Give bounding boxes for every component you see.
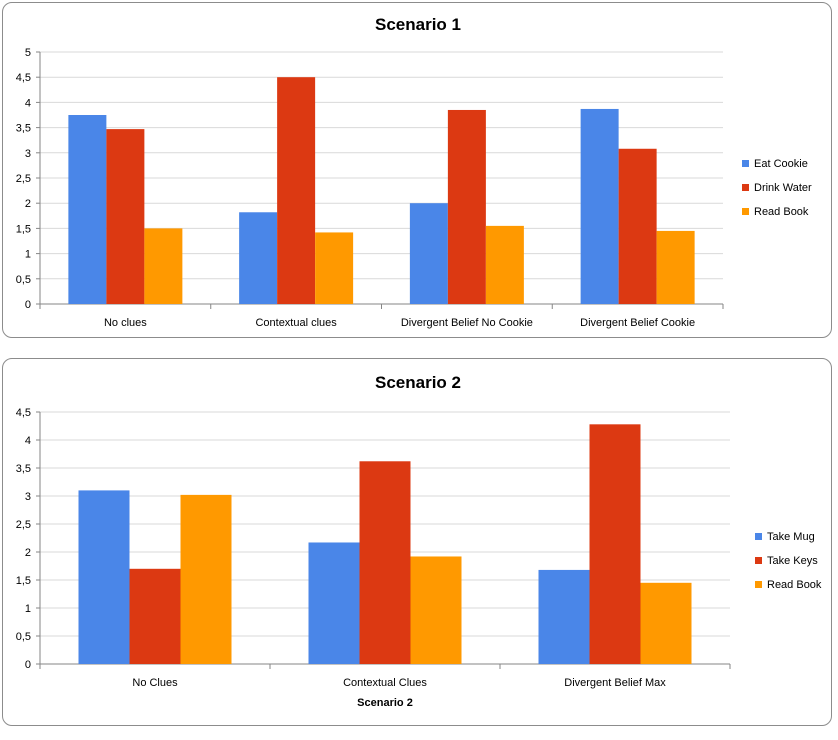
legend-label-read-book: Read Book (767, 579, 822, 591)
category-label: Divergent Belief Max (564, 677, 666, 689)
y-tick-label: 4 (25, 435, 31, 447)
bar-drink-water-contextual-clues (277, 77, 316, 304)
bar-take-keys-no-clues (129, 568, 181, 664)
bar-read-book-divergent-belief-no-cookie (485, 225, 524, 304)
y-tick-label: 1 (25, 603, 31, 615)
chart-svg-scenario-1: Scenario 1 0 0,5 1 1,5 2 2,5 3 3,5 4 4,5 5 No clues C… (16, 15, 812, 329)
category-label: Divergent Belief No Cookie (401, 317, 533, 329)
y-tick-label: 3,5 (16, 123, 31, 135)
y-tick-label: 4 (25, 97, 31, 109)
legend-swatch-eat-cookie (742, 160, 749, 167)
category-label: No clues (104, 317, 147, 329)
bar-eat-cookie-contextual-clues (239, 212, 278, 304)
y-tick-label: 1 (25, 249, 31, 261)
legend-label-take-mug: Take Mug (767, 531, 815, 543)
chart-panel-scenario-1: Scenario 1 0 0,5 1 1,5 2 2,5 3 3,5 4 4,5 5 No clues C… (2, 2, 832, 338)
bar-read-book-no-clues (180, 494, 232, 664)
bar-read-book-contextual-clues (410, 556, 462, 664)
y-tick-label: 0 (25, 299, 31, 311)
bar-drink-water-divergent-belief-cookie (618, 148, 657, 304)
legend-swatch-take-keys (755, 557, 762, 564)
legend-label-take-keys: Take Keys (767, 555, 818, 567)
category-label: Contextual clues (255, 317, 337, 329)
bar-take-mug-divergent-belief-max (538, 569, 590, 664)
bar-eat-cookie-no-clues (68, 115, 107, 304)
y-tick-label: 4,5 (16, 407, 31, 419)
y-tick-label: 3 (25, 148, 31, 160)
legend-swatch-read-book (742, 208, 749, 215)
bar-take-keys-contextual-clues (359, 461, 411, 664)
bar-read-book-divergent-belief-max (640, 582, 692, 664)
y-tick-label: 1,5 (16, 223, 31, 235)
chart-title: Scenario 2 (375, 373, 461, 392)
legend-swatch-read-book (755, 581, 762, 588)
y-tick-label: 0,5 (16, 274, 31, 286)
legend-label-read-book: Read Book (754, 206, 809, 218)
bar-take-mug-contextual-clues (308, 542, 360, 664)
y-tick-label: 3 (25, 491, 31, 503)
y-tick-label: 2,5 (16, 519, 31, 531)
y-tick-label: 5 (25, 47, 31, 59)
y-tick-label: 2,5 (16, 173, 31, 185)
y-tick-label: 1,5 (16, 575, 31, 587)
bar-eat-cookie-divergent-belief-no-cookie (409, 203, 448, 304)
chart-svg-scenario-2: Scenario 2 0 0,5 1 1,5 2 2,5 3 3,5 4 4,5 No Clues Co… (16, 373, 822, 709)
bar-read-book-contextual-clues (315, 232, 354, 304)
y-tick-label: 2 (25, 547, 31, 559)
bar-read-book-no-clues (144, 228, 183, 304)
y-tick-label: 3,5 (16, 463, 31, 475)
chart-panel-scenario-2: Scenario 2 0 0,5 1 1,5 2 2,5 3 3,5 4 4,5 No Clues Co… (2, 358, 832, 726)
bar-eat-cookie-divergent-belief-cookie (580, 108, 619, 305)
category-label: Divergent Belief Cookie (580, 317, 695, 329)
x-axis-title: Scenario 2 (357, 697, 413, 709)
y-tick-label: 2 (25, 198, 31, 210)
bar-drink-water-divergent-belief-no-cookie (447, 109, 486, 305)
chart-title: Scenario 1 (375, 15, 461, 34)
legend-label-eat-cookie: Eat Cookie (754, 158, 808, 170)
bar-read-book-divergent-belief-cookie (656, 230, 695, 304)
bar-drink-water-no-clues (106, 129, 145, 304)
legend-swatch-drink-water (742, 184, 749, 191)
bar-take-keys-divergent-belief-max (589, 424, 641, 664)
category-label: No Clues (132, 677, 178, 689)
legend-label-drink-water: Drink Water (754, 182, 812, 194)
bar-take-mug-no-clues (78, 490, 130, 664)
category-label: Contextual Clues (343, 677, 427, 689)
y-tick-label: 4,5 (16, 72, 31, 84)
legend-swatch-take-mug (755, 533, 762, 540)
y-tick-label: 0 (25, 659, 31, 671)
y-tick-label: 0,5 (16, 631, 31, 643)
